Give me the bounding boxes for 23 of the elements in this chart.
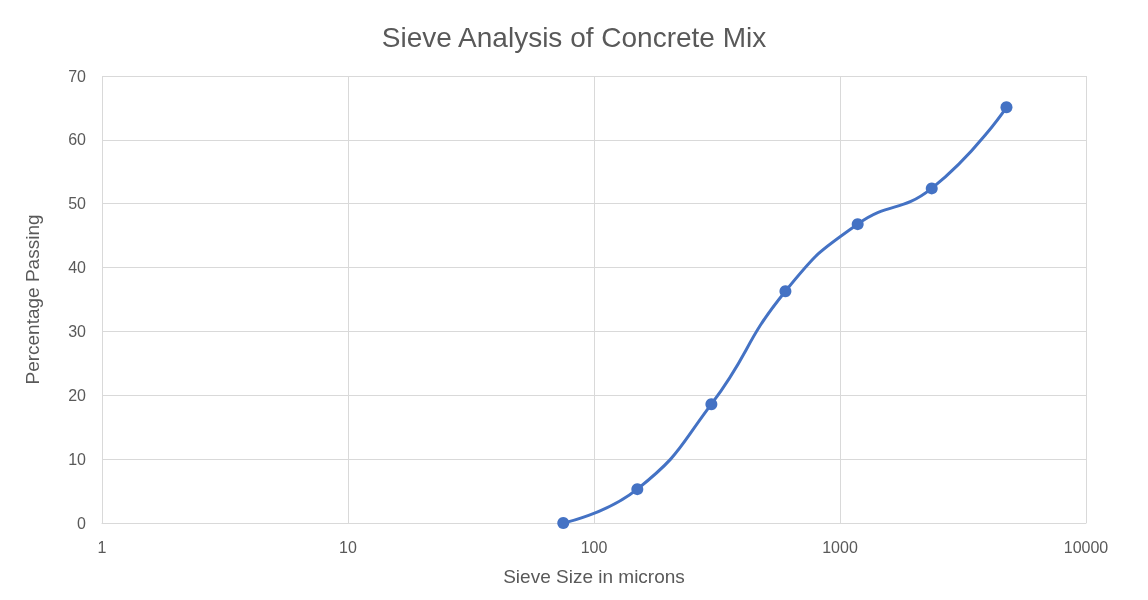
x-tick-label: 1 (97, 538, 107, 556)
y-tick-label: 20 (68, 386, 87, 404)
point (705, 398, 718, 411)
x-axis-title: Sieve Size in microns (503, 566, 685, 587)
y-tick-label: 60 (68, 131, 87, 149)
point (851, 218, 864, 231)
x-tick-label: 100 (580, 538, 608, 556)
point (557, 517, 570, 529)
y-tick-label: 50 (68, 195, 87, 213)
point (1000, 101, 1013, 114)
point (779, 285, 792, 298)
y-tick-label: 0 (77, 514, 87, 532)
x-tick-label: 1000 (822, 538, 858, 556)
y-tick-label: 40 (68, 259, 87, 277)
chart-title: Sieve Analysis of Concrete Mix (381, 21, 767, 53)
point (631, 483, 644, 496)
point (925, 182, 938, 195)
y-tick-label: 30 (68, 322, 87, 340)
x-tick-label: 10 (339, 538, 357, 556)
y-tick-label: 10 (68, 450, 87, 468)
y-axis-title: Percentage Passing (22, 214, 43, 385)
y-tick-label: 70 (68, 67, 87, 85)
x-tick-label: 10000 (1063, 538, 1109, 556)
